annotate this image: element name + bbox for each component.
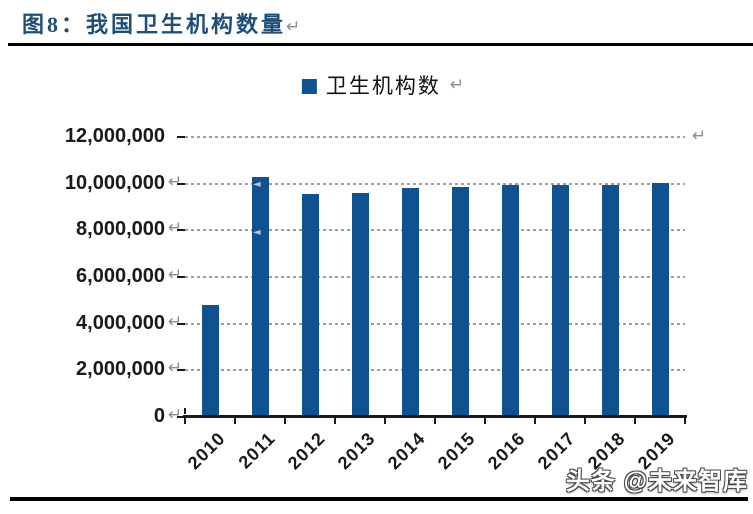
legend-label: 卫生机构数: [325, 74, 441, 98]
return-mark-icon: ↵: [168, 405, 183, 425]
x-axis-tick: [634, 418, 636, 424]
y-axis-tick: [177, 182, 185, 185]
bar-2015: [451, 187, 469, 417]
y-axis-label: 12,000,000: [64, 125, 165, 147]
bar-2011: [251, 176, 269, 417]
stray-return-mark: ◄: [253, 227, 261, 238]
gridline-2000000: [185, 369, 685, 372]
y-axis-label: 2,000,000: [76, 358, 165, 381]
x-axis-tick: [534, 418, 536, 424]
y-axis-label: 10,000,000: [64, 171, 165, 194]
gridline-10000000: [185, 182, 685, 185]
return-mark-icon: ↵: [168, 311, 183, 332]
gridline-4000000: [185, 322, 685, 325]
bar-2010: [201, 305, 219, 417]
x-axis-line: [183, 415, 687, 418]
gridline-6000000: [185, 276, 685, 278]
x-axis-tick: [234, 418, 236, 424]
x-axis-tick: [434, 418, 436, 424]
x-axis-tick: [334, 418, 336, 424]
figure-caption: 图8：我国卫生机构数量↵: [22, 7, 300, 39]
watermark-text: 头条 @未来智库: [565, 468, 748, 495]
bar-2013: [351, 193, 369, 417]
return-mark-icon: ↵: [449, 75, 465, 95]
stray-return-mark: ◄: [253, 179, 261, 190]
gridline-8000000: [185, 229, 685, 232]
x-axis-tick: [484, 418, 486, 424]
bar-2018: [601, 184, 619, 417]
y-axis-tick: [177, 369, 185, 372]
bottom-divider: [10, 497, 748, 501]
watermark: 头条 @未来智库: [566, 461, 748, 496]
x-axis-tick: [684, 418, 686, 424]
x-axis-tick: [184, 408, 186, 414]
bar-2019: [651, 182, 669, 417]
y-axis-tick: [177, 276, 185, 278]
y-axis-tick: [177, 229, 185, 232]
return-mark-icon: ↵: [692, 126, 707, 146]
y-axis-label: 6,000,000: [76, 265, 165, 287]
return-mark-icon: ↵: [168, 218, 183, 239]
y-axis-tick: [177, 416, 185, 418]
x-axis-tick: [184, 418, 186, 424]
bar-2017: [551, 184, 569, 417]
x-axis-tick: [384, 418, 386, 424]
bar-2014: [401, 188, 419, 417]
y-axis-label: 0: [153, 405, 165, 427]
return-mark-icon: ↵: [168, 358, 183, 379]
y-axis-label: 4,000,000: [76, 311, 165, 334]
bar-2012: [301, 194, 319, 417]
y-axis-tick: [177, 136, 185, 138]
figure-caption-text: 图8：我国卫生机构数量: [22, 12, 287, 37]
return-mark-icon: ↵: [168, 171, 183, 192]
gridline-12000000: [185, 136, 685, 138]
return-mark-icon: ↵: [168, 265, 183, 285]
x-axis-tick: [284, 418, 286, 424]
x-axis-tick: [584, 418, 586, 424]
chart-legend: 卫生机构数 ↵: [301, 70, 465, 100]
y-axis-label: 8,000,000: [76, 218, 165, 241]
legend-swatch: [301, 78, 317, 94]
bar-2016: [501, 184, 519, 417]
title-divider: [8, 43, 753, 46]
return-mark-icon: ↵: [286, 17, 301, 37]
y-axis-tick: [177, 322, 185, 325]
